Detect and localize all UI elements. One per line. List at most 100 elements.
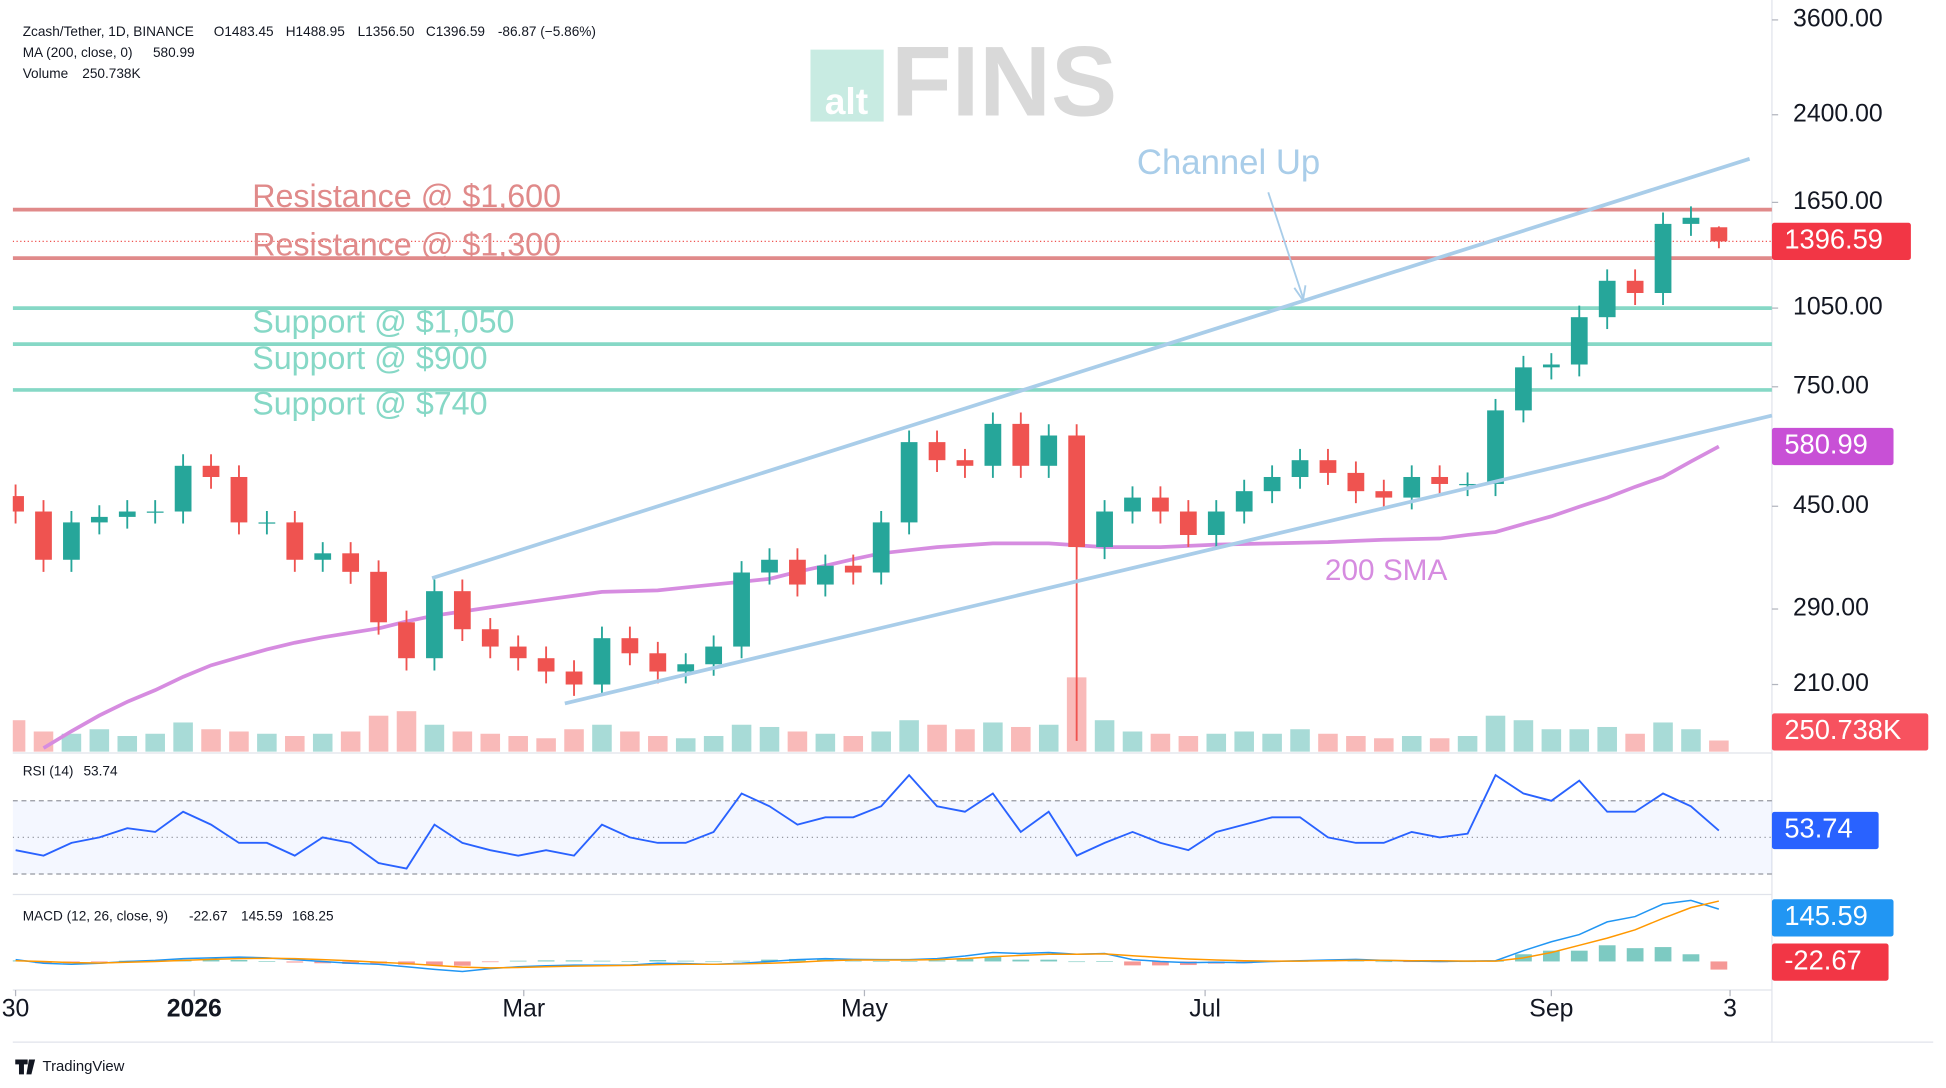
candle-body — [509, 646, 527, 659]
y-tick-label: 1650.00 — [1793, 188, 1883, 215]
volume-bar — [424, 724, 445, 752]
candle-body — [1626, 280, 1644, 294]
candle-body — [1124, 497, 1141, 512]
candle-body — [705, 646, 723, 665]
sma-value-label-box — [1771, 427, 1894, 466]
rsi-line — [15, 773, 1720, 870]
candle-body — [1040, 435, 1058, 466]
volume-bar — [508, 736, 528, 752]
volume-bar — [1653, 722, 1673, 752]
macd-histogram — [1124, 961, 1141, 966]
macd-histogram — [35, 961, 52, 964]
candle-body — [900, 442, 918, 523]
candle-body — [35, 511, 52, 560]
macd-histogram — [230, 960, 248, 962]
y-tick-label: 210.00 — [1793, 670, 1869, 697]
legend-close: C1396.59 — [426, 24, 485, 39]
y-tick-label: 450.00 — [1793, 492, 1869, 519]
volume-bar — [1234, 731, 1254, 752]
macd-histogram — [956, 958, 974, 962]
legend-open: O1483.45 — [214, 24, 274, 39]
candle-body — [844, 565, 862, 573]
hist-value-label: -22.67 — [1784, 944, 1861, 975]
volume-bar — [33, 731, 54, 752]
volume-bar — [1374, 738, 1394, 752]
volume-bar — [12, 720, 26, 752]
macd-histogram — [1375, 961, 1393, 963]
candle-body — [928, 442, 946, 461]
volume-bar — [1318, 733, 1338, 752]
candle-body — [453, 591, 471, 630]
y-tick-label: 290.00 — [1793, 595, 1869, 622]
legend-signal-value: 168.25 — [292, 908, 334, 923]
candle-body — [1096, 511, 1113, 548]
macd-histogram — [1682, 954, 1700, 962]
volume-bar — [703, 736, 724, 752]
candle-body — [1347, 472, 1365, 492]
candle-body — [1152, 497, 1169, 512]
volume-bar — [871, 731, 891, 752]
macd-histogram — [565, 960, 583, 962]
macd-histogram — [593, 960, 611, 962]
overlay: Resistance @ $1,600 Resistance @ $1,300 Su… — [252, 178, 561, 422]
volume-bar — [285, 736, 305, 752]
macd-histogram — [90, 961, 108, 963]
candle-body — [63, 522, 80, 560]
candle-body — [342, 553, 360, 572]
price-pane — [12, 206, 1772, 752]
macd-histogram — [984, 957, 1002, 962]
volume-bar — [1262, 733, 1282, 752]
candle-body — [1570, 317, 1588, 365]
legend-hist-value: -22.67 — [189, 908, 228, 923]
volume-bar — [1429, 738, 1450, 752]
volume-bar — [340, 731, 361, 752]
macd-histogram — [677, 960, 695, 962]
candle-body — [1682, 217, 1700, 224]
macd-histogram — [426, 961, 443, 966]
legend-low: L1356.50 — [358, 24, 415, 39]
volume-bar — [61, 733, 82, 752]
rsi-value-label: 53.74 — [1784, 813, 1852, 844]
x-tick-label: Mar — [502, 995, 545, 1022]
legend-macd-value: 145.59 — [241, 908, 283, 923]
candle-body — [1403, 476, 1421, 498]
candle-body — [1515, 367, 1532, 411]
macd-histogram — [1040, 959, 1058, 962]
macd-histogram — [621, 961, 639, 962]
candle-body — [1710, 227, 1728, 242]
legend-change: -86.87 (−5.86%) — [498, 24, 596, 39]
volume-bar — [1290, 729, 1310, 752]
candle-body — [1542, 364, 1560, 368]
candle-body — [761, 559, 778, 573]
level-label: Support @ $1,050 — [252, 304, 514, 340]
candle-body — [12, 496, 24, 512]
candle-body — [1291, 460, 1309, 477]
candle-body — [1319, 460, 1337, 473]
macd-histogram — [1096, 961, 1113, 962]
volume-bar — [368, 715, 389, 752]
candle-body — [398, 622, 415, 659]
candle-body — [565, 671, 583, 685]
rsi-pane — [12, 773, 1772, 875]
candle-body — [146, 511, 164, 513]
candle-body — [1068, 435, 1086, 548]
volume-bar — [257, 733, 277, 752]
volume-bar — [117, 736, 138, 752]
macd-histogram — [1626, 948, 1644, 962]
volume-bar — [955, 729, 975, 752]
macd-histogram — [509, 960, 527, 962]
volume-bar — [173, 722, 193, 752]
watermark-box — [810, 49, 884, 122]
legend-ma-value: 580.99 — [153, 45, 195, 60]
candle-body — [649, 653, 667, 672]
candle-body — [286, 522, 304, 560]
candle-body — [118, 511, 136, 517]
macd-histogram — [1570, 950, 1588, 962]
watermark-fins: FINS — [891, 27, 1117, 138]
macd-histogram — [481, 961, 499, 963]
candle-body — [202, 465, 220, 477]
sma-value-label: 580.99 — [1784, 429, 1867, 460]
macd-value-label: 145.59 — [1784, 900, 1867, 931]
macd-histogram — [649, 960, 667, 962]
